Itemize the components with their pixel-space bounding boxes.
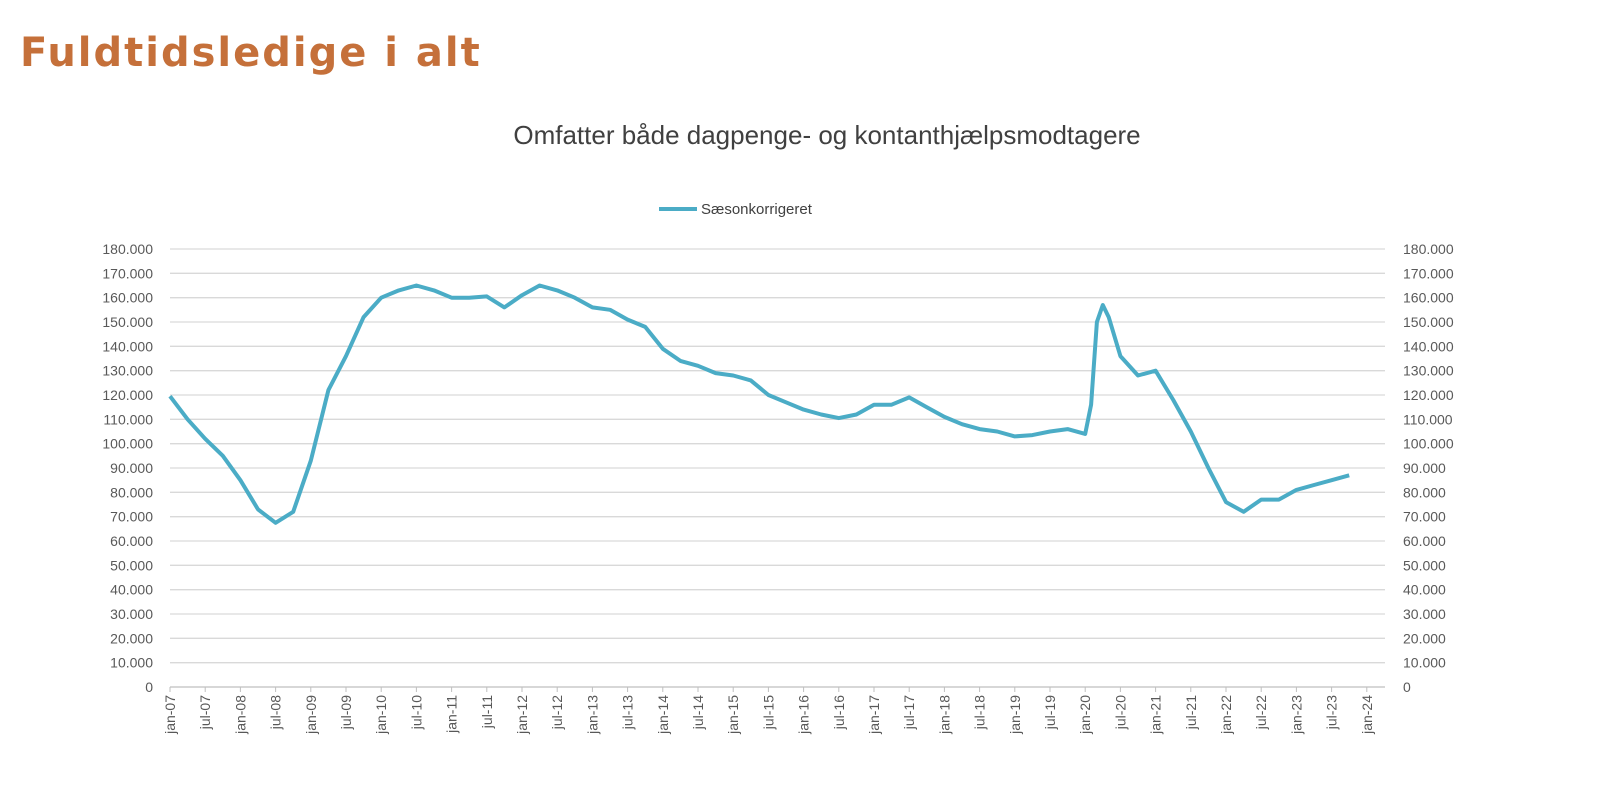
x-tick-label: jan-14: [655, 695, 671, 735]
x-tick-label: jul-10: [408, 695, 424, 730]
x-tick-label: jul-21: [1183, 695, 1199, 730]
x-tick-label: jul-16: [831, 695, 847, 730]
y-tick-label: 30.000: [110, 606, 153, 622]
y-tick-label: 0: [145, 679, 153, 695]
x-tick-label: jul-20: [1112, 695, 1128, 730]
x-tick-label: jan-13: [584, 695, 600, 735]
y2-tick-label: 150.000: [1403, 314, 1454, 330]
y2-tick-label: 110.000: [1403, 411, 1453, 427]
y-tick-label: 160.000: [102, 290, 153, 306]
y-tick-label: 140.000: [102, 338, 153, 354]
y-tick-label: 70.000: [110, 509, 153, 525]
x-tick-label: jan-23: [1288, 695, 1304, 735]
x-tick-label: jul-09: [338, 695, 354, 730]
x-tick-label: jul-07: [197, 695, 213, 730]
y-tick-label: 130.000: [102, 363, 153, 379]
x-tick-label: jul-19: [1042, 695, 1058, 730]
y-tick-label: 10.000: [110, 655, 153, 671]
x-tick-label: jan-22: [1218, 695, 1234, 735]
y2-tick-label: 170.000: [1403, 265, 1454, 281]
y-tick-label: 60.000: [110, 533, 153, 549]
x-tick-label: jul-15: [760, 695, 776, 730]
y-tick-label: 180.000: [102, 241, 153, 257]
y-tick-label: 170.000: [102, 265, 153, 281]
x-tick-label: jan-12: [514, 695, 530, 735]
y-tick-label: 100.000: [102, 436, 153, 452]
x-tick-label: jul-18: [972, 695, 988, 730]
x-tick-label: jan-09: [303, 695, 319, 735]
x-tick-label: jan-21: [1148, 695, 1164, 735]
y-tick-label: 20.000: [110, 630, 153, 646]
x-tick-label: jul-14: [690, 695, 706, 730]
y2-tick-label: 160.000: [1403, 290, 1454, 306]
chart-title: Omfatter både dagpenge- og kontanthjælps…: [513, 120, 1140, 150]
x-tick-label: jul-17: [901, 695, 917, 730]
y2-tick-label: 80.000: [1403, 484, 1446, 500]
x-tick-label: jul-08: [268, 695, 284, 730]
y-tick-label: 50.000: [110, 557, 153, 573]
x-tick-label: jan-08: [232, 695, 248, 735]
x-tick-label: jul-13: [620, 695, 636, 730]
x-tick-label: jan-24: [1359, 695, 1375, 735]
x-tick-label: jan-18: [936, 695, 952, 735]
x-tick-label: jan-11: [444, 695, 460, 734]
y-tick-label: 40.000: [110, 582, 153, 598]
y-tick-label: 150.000: [102, 314, 153, 330]
legend: Sæsonkorrigeret: [659, 201, 813, 218]
x-tick-label: jan-15: [725, 695, 741, 735]
y2-tick-label: 60.000: [1403, 533, 1446, 549]
x-tick-label: jan-07: [162, 695, 178, 735]
x-tick-label: jan-20: [1077, 695, 1093, 735]
y2-tick-label: 20.000: [1403, 630, 1446, 646]
x-tick-label: jan-17: [866, 695, 882, 735]
x-tick-label: jan-19: [1007, 695, 1023, 735]
y-tick-label: 80.000: [110, 484, 153, 500]
x-tick-label: jan-16: [796, 695, 812, 735]
x-tick-label: jul-12: [549, 695, 565, 730]
series-line-saesonkorrigeret: [168, 283, 1350, 525]
y2-tick-label: 0: [1403, 679, 1411, 695]
y2-tick-label: 70.000: [1403, 509, 1446, 525]
y-tick-label: 110.000: [103, 411, 153, 427]
y2-tick-label: 90.000: [1403, 460, 1446, 476]
x-tick-label: jul-23: [1324, 695, 1340, 730]
legend-label: Sæsonkorrigeret: [701, 201, 813, 218]
y-tick-label: 120.000: [102, 387, 153, 403]
x-tick-label: jul-22: [1253, 695, 1269, 730]
x-tick-label: jul-11: [479, 695, 495, 729]
y2-tick-label: 50.000: [1403, 557, 1446, 573]
y2-tick-label: 30.000: [1403, 606, 1446, 622]
y-tick-label: 90.000: [110, 460, 153, 476]
y2-tick-label: 100.000: [1403, 436, 1454, 452]
y2-tick-label: 130.000: [1403, 363, 1454, 379]
slide-title: Fuldtidsledige i alt: [20, 30, 482, 76]
y2-tick-label: 140.000: [1403, 338, 1454, 354]
y2-tick-label: 10.000: [1403, 655, 1446, 671]
y2-tick-label: 120.000: [1403, 387, 1454, 403]
y2-tick-label: 40.000: [1403, 582, 1446, 598]
y2-tick-label: 180.000: [1403, 241, 1454, 257]
x-tick-label: jan-10: [373, 695, 389, 735]
